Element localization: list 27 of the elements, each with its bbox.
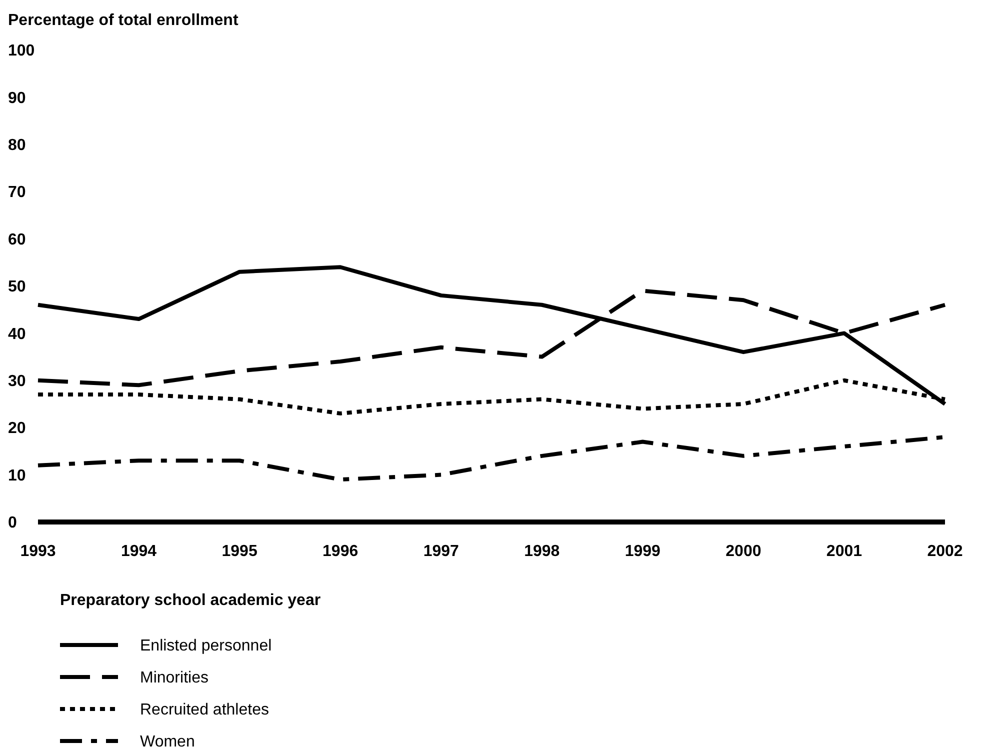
x-tick-label: 1997: [423, 543, 460, 560]
x-tick-label: 1998: [524, 543, 560, 560]
x-tick-label: 1993: [20, 543, 56, 560]
legend-label: Enlisted personnel: [140, 638, 272, 655]
y-tick-label: 60: [8, 231, 26, 248]
x-tick-label: 1994: [120, 543, 157, 560]
x-tick-label: 2001: [826, 543, 862, 560]
y-tick-label: 0: [8, 514, 17, 532]
x-tick-label: 1995: [222, 543, 258, 560]
x-tick-label: 2000: [726, 543, 762, 560]
y-axis-title: Percentage of total enrollment: [8, 12, 239, 29]
x-tick-label: 2002: [927, 543, 963, 560]
y-tick-label: 90: [8, 90, 26, 107]
x-tick-label: 1996: [322, 543, 358, 560]
y-tick-label: 80: [8, 137, 26, 154]
y-tick-label: 20: [8, 420, 26, 438]
y-tick-label: 50: [8, 278, 26, 296]
x-tick-label: 1999: [624, 543, 661, 560]
legend-label: Women: [140, 734, 195, 751]
legend-label: Recruited athletes: [140, 702, 269, 719]
y-tick-label: 70: [8, 184, 26, 202]
y-tick-label: 40: [8, 326, 26, 343]
y-tick-label: 100: [8, 42, 35, 60]
x-axis-title: Preparatory school academic year: [60, 592, 321, 609]
y-tick-label: 30: [8, 373, 26, 390]
legend-label: Minorities: [140, 670, 208, 687]
y-tick-label: 10: [8, 467, 26, 484]
